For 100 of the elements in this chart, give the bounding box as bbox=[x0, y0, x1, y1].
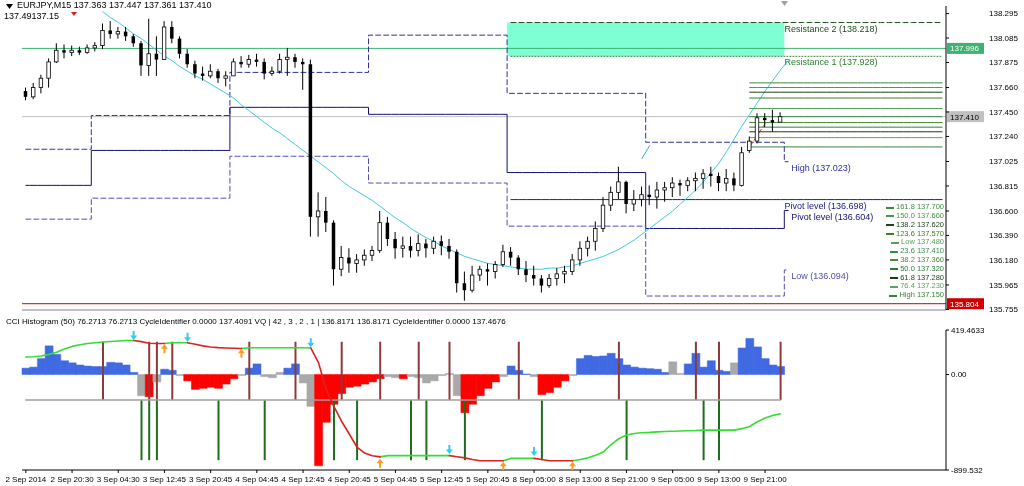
candlestick bbox=[624, 180, 628, 214]
bar bbox=[148, 341, 151, 400]
candlestick bbox=[700, 168, 706, 190]
y-tick-label: -899.532 bbox=[951, 465, 984, 475]
candlestick bbox=[670, 176, 675, 198]
bar bbox=[263, 400, 266, 461]
x-tick-label: 8 Sep 21:00 bbox=[604, 475, 649, 484]
candlestick bbox=[139, 40, 143, 77]
bar bbox=[694, 341, 697, 400]
point bbox=[445, 444, 453, 454]
x-tick-label: 2 Sep 2014 bbox=[5, 475, 47, 484]
candlestick bbox=[508, 246, 513, 267]
candlestick bbox=[593, 220, 598, 252]
candlestick bbox=[115, 26, 121, 40]
bar bbox=[718, 400, 720, 461]
candlestick bbox=[347, 247, 351, 274]
bar bbox=[718, 341, 720, 400]
bar bbox=[155, 341, 158, 400]
y-tick-label: 136.180 bbox=[989, 255, 1019, 265]
candlestick bbox=[724, 168, 729, 192]
candlestick bbox=[62, 43, 66, 59]
y-tick-label: 137.660 bbox=[989, 83, 1019, 93]
candlestick bbox=[577, 240, 583, 267]
text: 137.49137.15 bbox=[4, 11, 60, 22]
candlestick bbox=[324, 196, 328, 233]
bar bbox=[463, 400, 466, 461]
x-tick-label: 5 Sep 12:45 bbox=[420, 475, 464, 484]
x-tick-label: 4 Sep 20:45 bbox=[327, 475, 372, 484]
candlestick bbox=[447, 238, 451, 260]
candlestick bbox=[524, 260, 528, 283]
point bbox=[130, 330, 138, 340]
bar bbox=[499, 374, 508, 377]
candlestick bbox=[354, 253, 359, 274]
point bbox=[160, 344, 168, 354]
candlestick bbox=[269, 66, 275, 77]
series-label: High (137.023) bbox=[791, 162, 851, 173]
candlestick bbox=[262, 57, 266, 80]
bar bbox=[417, 341, 420, 400]
candlestick bbox=[678, 179, 682, 197]
candlestick bbox=[600, 196, 606, 233]
x-tick-label: 9 Sep 21:00 bbox=[743, 475, 788, 484]
bar bbox=[617, 341, 620, 400]
bar bbox=[356, 400, 359, 461]
bar bbox=[540, 400, 543, 461]
candlestick bbox=[285, 47, 290, 77]
candlestick bbox=[100, 22, 105, 50]
point bbox=[237, 348, 245, 358]
bar bbox=[379, 341, 382, 400]
x-tick-label: 9 Sep 05:00 bbox=[651, 475, 695, 484]
x-tick-label: 9 Sep 13:00 bbox=[697, 475, 741, 484]
annotation: Pivot level (136.698) bbox=[784, 200, 867, 211]
candlestick bbox=[693, 172, 698, 192]
y-tick-label: 136.815 bbox=[989, 181, 1019, 191]
candlestick bbox=[639, 186, 644, 207]
candlestick bbox=[485, 262, 490, 287]
y-tick-label: 135.755 bbox=[989, 305, 1019, 315]
x-tick-label: 8 Sep 05:00 bbox=[512, 475, 557, 484]
bar bbox=[410, 400, 412, 461]
candlestick bbox=[732, 172, 736, 192]
series-label: Low (136.094) bbox=[791, 270, 849, 281]
bar bbox=[171, 341, 174, 400]
bar bbox=[102, 341, 104, 400]
candlestick bbox=[339, 245, 344, 277]
candlestick bbox=[185, 48, 189, 69]
bar bbox=[448, 341, 451, 400]
candlestick bbox=[709, 166, 713, 188]
y-tick-label: 0.00 bbox=[951, 370, 968, 380]
annotation: Resistance 2 (138.218) bbox=[784, 23, 878, 34]
candlestick bbox=[315, 191, 321, 238]
bar bbox=[137, 374, 146, 396]
candlestick bbox=[570, 253, 575, 276]
x-tick-label: 4 Sep 04:45 bbox=[235, 475, 279, 484]
x-tick-label: 3 Sep 20:45 bbox=[189, 475, 233, 484]
y-tick-label: 135.965 bbox=[989, 280, 1019, 290]
candlestick bbox=[439, 234, 444, 256]
point bbox=[569, 461, 577, 470]
candlestick bbox=[369, 245, 375, 262]
point bbox=[184, 332, 192, 342]
candlestick bbox=[585, 236, 590, 257]
x-tick-label: 4 Sep 12:45 bbox=[281, 475, 326, 484]
candlestick bbox=[662, 181, 667, 203]
y-tick-label: 136.390 bbox=[989, 231, 1019, 241]
candlestick bbox=[400, 236, 405, 259]
candlestick bbox=[500, 244, 506, 268]
candlestick bbox=[38, 74, 44, 94]
bar bbox=[625, 400, 628, 461]
y-tick-label: 419.4633 bbox=[951, 325, 985, 335]
chart-title: CCI Histogram (50) 76.2713 76.2713 CycleIdentifier 0.0000 137.4091 VQ | 42 , 3 , 2 , 1 | 136.8171 136.8171 CycleIdentifier 0.0000 137.4676 bbox=[6, 317, 506, 327]
y-tick-label: 137.240 bbox=[989, 132, 1019, 142]
bar bbox=[399, 374, 408, 380]
bar bbox=[248, 341, 251, 400]
x-tick-label: 5 Sep 04:45 bbox=[373, 475, 418, 484]
y-tick-label: 136.600 bbox=[989, 206, 1019, 216]
bar bbox=[340, 341, 343, 400]
candlestick bbox=[408, 236, 413, 259]
candlestick bbox=[754, 112, 760, 144]
y-tick-label: 137.875 bbox=[989, 58, 1019, 68]
candlestick bbox=[654, 181, 660, 210]
x-tick-label: 3 Sep 12:45 bbox=[142, 475, 187, 484]
bar bbox=[702, 400, 705, 461]
